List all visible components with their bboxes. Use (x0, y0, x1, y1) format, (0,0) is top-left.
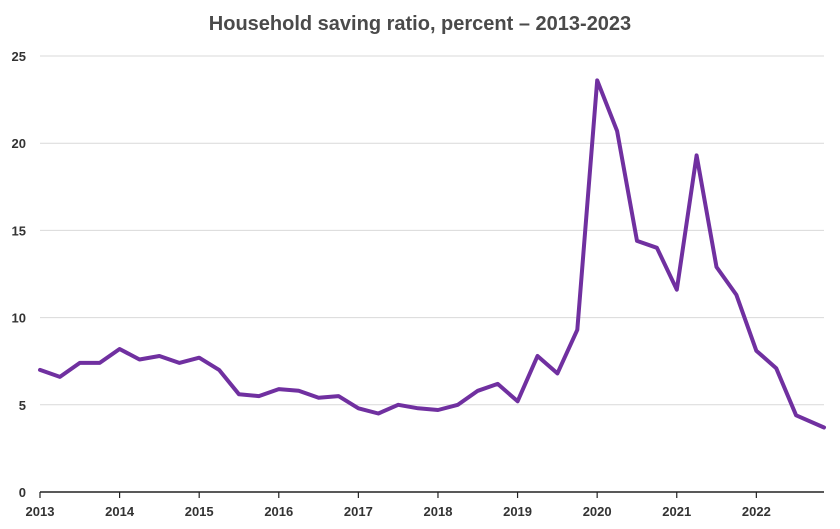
y-tick-label: 15 (12, 223, 26, 238)
x-tick-label: 2019 (503, 504, 532, 519)
x-tick-label: 2017 (344, 504, 373, 519)
x-tick-label: 2015 (185, 504, 214, 519)
y-tick-label: 10 (12, 311, 26, 326)
x-axis-ticks: 2013 2014 2015 2016 2017 2018 2019 2020 2021 2022 (26, 492, 771, 519)
x-tick-label: 2021 (662, 504, 691, 519)
x-tick-label: 2022 (742, 504, 771, 519)
y-tick-label: 25 (12, 49, 26, 64)
x-tick-label: 2020 (583, 504, 612, 519)
y-axis-ticks: 0 5 10 15 20 25 (12, 49, 26, 500)
y-tick-label: 5 (19, 398, 26, 413)
x-tick-label: 2016 (264, 504, 293, 519)
x-tick-label: 2018 (424, 504, 453, 519)
x-tick-label: 2013 (26, 504, 55, 519)
x-tick-label: 2014 (105, 504, 135, 519)
y-tick-label: 0 (19, 485, 26, 500)
series-line-0 (38, 78, 826, 430)
gridlines (40, 55, 824, 406)
chart-title: Household saving ratio, percent – 2013-2… (209, 13, 631, 35)
series-layer (38, 78, 826, 430)
y-tick-label: 20 (12, 136, 26, 151)
